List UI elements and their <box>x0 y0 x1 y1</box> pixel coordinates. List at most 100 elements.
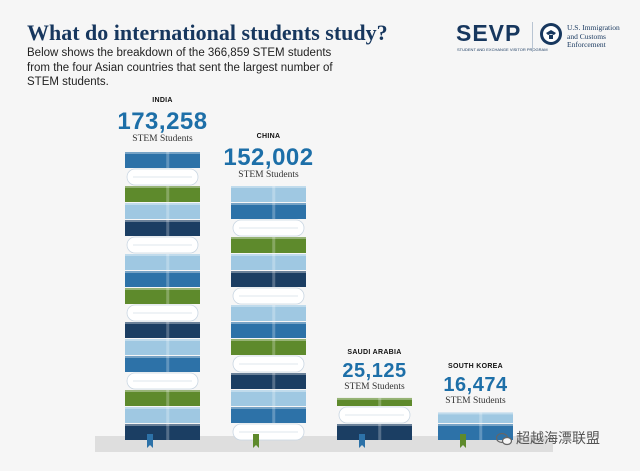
book-spine-band <box>166 152 170 168</box>
book-spine-band <box>272 305 276 321</box>
book-spine-band <box>272 339 276 355</box>
unit-label: STEM Students <box>132 134 193 144</box>
book-spine-band <box>479 424 483 440</box>
logo-divider <box>532 22 533 52</box>
book-spine-band <box>166 424 170 440</box>
book-spine-band <box>166 254 170 270</box>
book-highlight <box>125 254 200 256</box>
book-highlight <box>231 254 306 256</box>
bookmark-ribbon <box>359 434 365 448</box>
book <box>231 390 306 406</box>
book <box>125 220 200 236</box>
book <box>125 390 200 406</box>
book <box>125 424 200 440</box>
wechat-icon <box>496 433 512 446</box>
watermark: 超越海漂联盟 <box>496 428 600 448</box>
book-highlight <box>231 322 306 324</box>
book <box>231 254 306 270</box>
book <box>231 203 306 219</box>
book-highlight <box>125 288 200 290</box>
watermark-text: 超越海漂联盟 <box>516 430 600 446</box>
book <box>125 186 200 202</box>
book-spine-band <box>378 397 382 406</box>
value-label: 16,474 <box>443 374 508 397</box>
book <box>231 186 306 202</box>
book <box>337 424 412 440</box>
book-highlight <box>231 203 306 205</box>
book-highlight <box>337 424 412 426</box>
book-spine-band <box>272 203 276 219</box>
sevp-logo-subtext: STUDENT AND EXCHANGE VISITOR PROGRAM <box>457 47 548 52</box>
book <box>125 356 200 372</box>
book-spine-band <box>166 203 170 219</box>
book <box>125 288 200 304</box>
book-highlight <box>231 305 306 307</box>
book-highlight <box>231 390 306 392</box>
agency-name: U.S. Immigration and Customs Enforcement <box>567 23 620 49</box>
book-highlight <box>125 390 200 392</box>
book <box>231 271 306 287</box>
book <box>231 237 306 253</box>
book <box>125 322 200 338</box>
country-label: CHINA <box>256 132 281 140</box>
book-spine-band <box>166 390 170 406</box>
book-spine-band <box>166 288 170 304</box>
unit-label: STEM Students <box>445 396 506 407</box>
book-spine-band <box>272 407 276 423</box>
country-label: INDIA <box>152 97 173 104</box>
chart-title: What do international students study? <box>27 20 388 45</box>
book <box>231 305 306 321</box>
book-spine-band <box>166 186 170 202</box>
unit-label: STEM Students <box>238 169 299 180</box>
book-highlight <box>125 271 200 273</box>
book-highlight <box>125 424 200 426</box>
book-highlight <box>125 203 200 205</box>
book-spine-band <box>272 373 276 389</box>
bookmark-ribbon <box>253 434 259 448</box>
book-highlight <box>438 424 513 426</box>
book-highlight <box>125 322 200 324</box>
book-highlight <box>337 397 412 400</box>
book-highlight <box>231 186 306 188</box>
book-highlight <box>231 373 306 375</box>
bar-saudi-arabia <box>337 397 412 448</box>
book-spine-band <box>166 220 170 236</box>
book-highlight <box>125 356 200 358</box>
book-highlight <box>438 412 513 415</box>
book-spine-band <box>378 424 382 440</box>
book-spine-band <box>166 407 170 423</box>
book-spine-band <box>166 271 170 287</box>
book-spine-band <box>272 186 276 202</box>
book-spine-band <box>166 322 170 338</box>
book-spine-band <box>272 271 276 287</box>
sevp-logo-text: SEVP <box>456 20 522 46</box>
bookmark-ribbon <box>147 434 153 448</box>
book <box>337 397 412 406</box>
book <box>438 424 513 440</box>
book <box>125 254 200 270</box>
country-label: SAUDI ARABIA <box>347 348 402 356</box>
book-highlight <box>125 220 200 222</box>
chart-subtitle: Below shows the breakdown of the 366,859… <box>27 47 333 88</box>
bar-india <box>125 152 200 448</box>
book-spine-band <box>272 237 276 253</box>
book-spine-band <box>166 356 170 372</box>
book <box>231 322 306 338</box>
bookmark-ribbon <box>460 434 466 448</box>
dhs-seal-icon <box>540 23 562 45</box>
book-highlight <box>125 152 200 154</box>
book-spine-band <box>479 412 483 423</box>
book-spine-band <box>272 322 276 338</box>
book-spine-band <box>272 254 276 270</box>
book <box>125 339 200 355</box>
value-label: 173,258 <box>117 108 208 135</box>
unit-label: STEM Students <box>344 381 405 392</box>
book <box>231 373 306 389</box>
book-spine-band <box>166 339 170 355</box>
book-spine-band <box>272 390 276 406</box>
book-highlight <box>231 339 306 341</box>
book-highlight <box>125 339 200 341</box>
book <box>125 152 200 168</box>
bar-china <box>231 186 306 448</box>
